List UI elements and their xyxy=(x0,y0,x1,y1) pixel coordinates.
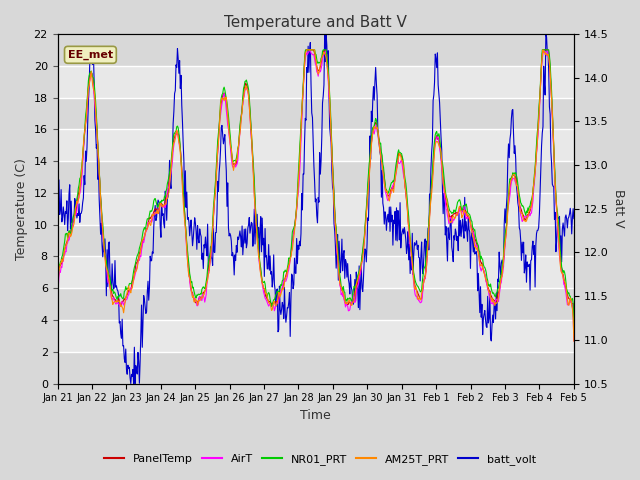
Title: Temperature and Batt V: Temperature and Batt V xyxy=(224,15,407,30)
Bar xyxy=(58,97,574,129)
Bar xyxy=(58,161,574,193)
Y-axis label: Temperature (C): Temperature (C) xyxy=(15,158,28,260)
Bar xyxy=(58,34,574,66)
Bar xyxy=(58,352,574,384)
Bar xyxy=(58,225,574,256)
Y-axis label: Batt V: Batt V xyxy=(612,190,625,228)
Bar xyxy=(58,320,574,352)
Bar xyxy=(58,288,574,320)
Text: EE_met: EE_met xyxy=(68,49,113,60)
X-axis label: Time: Time xyxy=(300,409,331,422)
Bar xyxy=(58,256,574,288)
Bar xyxy=(58,66,574,97)
Legend: PanelTemp, AirT, NR01_PRT, AM25T_PRT, batt_volt: PanelTemp, AirT, NR01_PRT, AM25T_PRT, ba… xyxy=(100,450,540,469)
Bar xyxy=(58,129,574,161)
Bar xyxy=(58,193,574,225)
